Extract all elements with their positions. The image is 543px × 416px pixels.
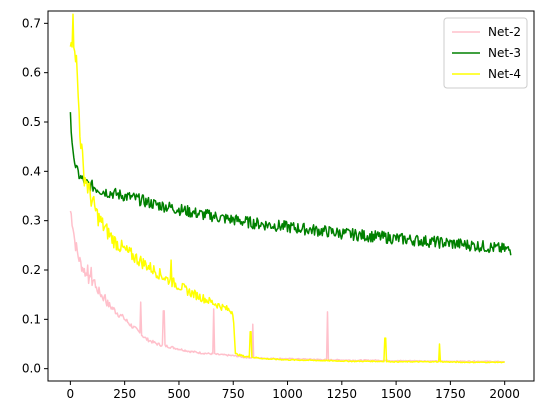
y-tick-label: 0.5 xyxy=(22,115,41,129)
x-tick-label: 1500 xyxy=(381,387,412,401)
y-tick-label: 0.1 xyxy=(22,312,41,326)
y-tick-label: 0.0 xyxy=(22,362,41,376)
y-tick-label: 0.6 xyxy=(22,66,41,80)
series-line-net-3 xyxy=(69,112,512,256)
x-tick-label: 0 xyxy=(67,387,75,401)
plot-lines xyxy=(69,13,512,364)
y-tick-label: 0.7 xyxy=(22,16,41,30)
plot-frame xyxy=(47,10,535,382)
x-tick-label: 750 xyxy=(222,387,245,401)
x-tick-label: 500 xyxy=(167,387,190,401)
y-tick-label: 0.3 xyxy=(22,214,41,228)
x-tick-label: 250 xyxy=(113,387,136,401)
x-axis: 0 250 500 750 1000 1250 1500 1750 2000 xyxy=(67,381,520,401)
legend-box xyxy=(443,17,528,89)
y-tick-label: 0.4 xyxy=(22,164,41,178)
legend: Net-2 Net-3 Net-4 xyxy=(443,17,528,89)
y-tick-label: 0.2 xyxy=(22,263,41,277)
legend-label-net-3: Net-3 xyxy=(488,46,521,60)
x-tick-label: 1750 xyxy=(435,387,466,401)
y-axis: 0.0 0.1 0.2 0.3 0.4 0.5 0.6 0.7 xyxy=(22,16,48,376)
x-tick-label: 2000 xyxy=(489,387,520,401)
x-tick-label: 1000 xyxy=(272,387,303,401)
legend-label-net-4: Net-4 xyxy=(488,67,521,81)
series-line-net-4 xyxy=(69,13,505,364)
x-tick-label: 1250 xyxy=(327,387,358,401)
legend-label-net-2: Net-2 xyxy=(488,25,521,39)
